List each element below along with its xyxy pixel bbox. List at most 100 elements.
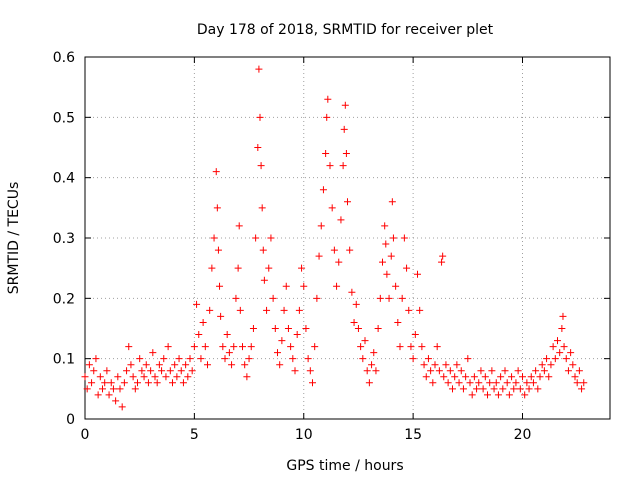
data-point (414, 270, 421, 278)
data-point (374, 325, 382, 332)
data-point (300, 282, 308, 290)
data-point (365, 379, 373, 387)
data-point (259, 246, 267, 254)
data-point (418, 343, 426, 351)
data-point (293, 331, 301, 339)
y-tick-label: 0.5 (53, 110, 75, 126)
data-point (197, 355, 205, 363)
data-point (446, 367, 454, 375)
data-point (388, 198, 396, 206)
data-point (103, 367, 111, 375)
data-point (429, 379, 437, 387)
data-point (376, 294, 384, 302)
data-point (382, 240, 390, 248)
data-point (219, 343, 227, 351)
data-point (265, 264, 273, 272)
data-point (512, 379, 520, 387)
data-point (323, 113, 331, 121)
data-point (112, 397, 120, 405)
data-point (239, 343, 246, 351)
data-point (142, 361, 150, 369)
data-point (580, 379, 588, 387)
data-point (241, 361, 249, 369)
data-point (287, 343, 295, 351)
data-point (484, 391, 491, 399)
data-point (567, 349, 575, 357)
data-point (510, 385, 518, 393)
data-point (109, 385, 117, 393)
data-point (400, 234, 408, 242)
data-point (125, 343, 133, 351)
data-point (571, 373, 579, 381)
data-point (269, 294, 277, 302)
data-point (254, 144, 262, 151)
data-point (193, 300, 201, 308)
data-point (488, 367, 496, 375)
data-point (258, 204, 266, 212)
data-point (569, 361, 577, 369)
data-point (179, 379, 187, 387)
data-point (540, 367, 548, 375)
data-point (514, 367, 522, 375)
data-point (223, 331, 231, 339)
data-point (158, 367, 166, 375)
data-point (88, 379, 96, 387)
x-tick-label: 10 (295, 427, 313, 443)
data-point (136, 355, 144, 363)
data-point (490, 385, 498, 393)
data-point (341, 101, 349, 109)
data-point (284, 325, 292, 332)
data-point (534, 385, 542, 393)
data-point (431, 361, 439, 369)
data-point (328, 204, 336, 212)
data-point (188, 367, 196, 375)
data-point (326, 162, 334, 170)
data-point (90, 367, 98, 375)
grid (85, 57, 610, 419)
data-point (177, 367, 185, 375)
data-point (101, 379, 109, 387)
data-point (372, 367, 380, 375)
data-point (190, 343, 198, 351)
data-point (521, 391, 529, 399)
data-point (357, 343, 365, 351)
data-point (411, 331, 419, 339)
data-point (564, 367, 572, 375)
data-point (462, 373, 470, 381)
data-point (257, 162, 265, 170)
axis-ticks: 0 5 10 15 20 0 0.1 0.2 0.3 0.4 0.5 0.6 (53, 50, 610, 443)
data-point (116, 385, 124, 393)
data-point (560, 343, 568, 351)
data-point (210, 234, 218, 242)
data-point (162, 373, 170, 381)
data-point (129, 373, 137, 381)
data-point (232, 294, 240, 302)
data-point (214, 246, 222, 254)
data-point (442, 361, 450, 369)
data-point (396, 343, 404, 351)
data-point (171, 361, 179, 369)
data-point (549, 343, 557, 351)
data-point (333, 282, 341, 290)
data-point (319, 186, 327, 194)
data-point (140, 373, 148, 381)
data-point (169, 379, 176, 387)
data-point (85, 361, 93, 369)
data-point (527, 373, 535, 381)
data-point (186, 355, 194, 363)
data-point (236, 306, 244, 314)
data-point (149, 349, 157, 357)
data-point (519, 373, 526, 381)
data-point (551, 355, 559, 363)
data-point (195, 331, 203, 339)
data-point (175, 355, 183, 363)
data-point (92, 355, 100, 363)
data-point (317, 222, 325, 230)
data-point (499, 385, 507, 393)
data-point (427, 367, 435, 375)
data-point (330, 246, 338, 254)
data-point (94, 391, 102, 399)
data-point (424, 355, 432, 363)
data-point (267, 234, 275, 242)
